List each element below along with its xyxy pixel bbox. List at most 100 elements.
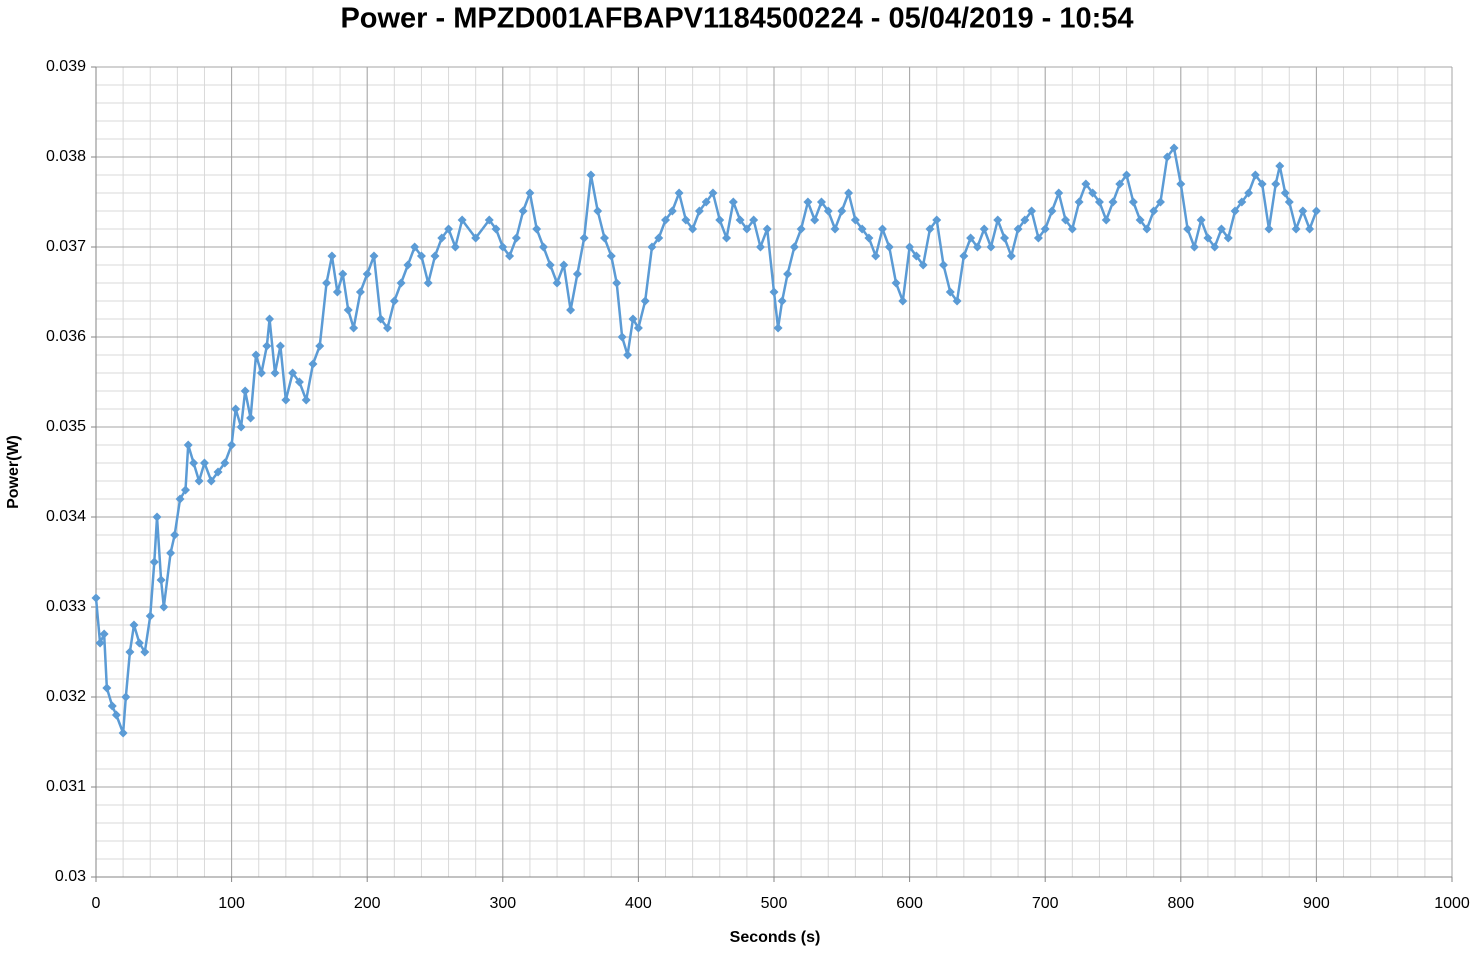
data-point bbox=[156, 575, 166, 585]
data-point bbox=[688, 224, 698, 234]
y-tick-label: 0.032 bbox=[46, 688, 86, 705]
x-tick-label: 800 bbox=[1167, 895, 1194, 912]
data-point bbox=[681, 215, 691, 225]
data-point bbox=[925, 224, 935, 234]
data-point bbox=[1210, 242, 1220, 252]
data-point bbox=[332, 287, 342, 297]
data-point bbox=[1264, 224, 1274, 234]
data-point bbox=[1196, 215, 1206, 225]
data-point bbox=[281, 395, 291, 405]
data-point bbox=[457, 215, 467, 225]
data-point bbox=[1162, 152, 1172, 162]
data-point bbox=[617, 332, 627, 342]
data-point bbox=[708, 188, 718, 198]
data-point bbox=[145, 611, 155, 621]
y-tick-label: 0.038 bbox=[46, 148, 86, 165]
data-point bbox=[403, 260, 413, 270]
data-point bbox=[322, 278, 332, 288]
data-point bbox=[728, 197, 738, 207]
data-point bbox=[552, 278, 562, 288]
data-point bbox=[125, 647, 135, 657]
data-point bbox=[1122, 170, 1132, 180]
data-point bbox=[1101, 215, 1111, 225]
data-point bbox=[511, 233, 521, 243]
data-point bbox=[349, 323, 359, 333]
x-tick-label: 200 bbox=[354, 895, 381, 912]
data-point bbox=[612, 278, 622, 288]
data-point bbox=[1284, 197, 1294, 207]
data-point bbox=[484, 215, 494, 225]
data-point bbox=[857, 224, 867, 234]
data-point bbox=[121, 692, 131, 702]
x-tick-label: 300 bbox=[489, 895, 516, 912]
data-point bbox=[1155, 197, 1165, 207]
data-point bbox=[251, 350, 261, 360]
data-point bbox=[1054, 188, 1064, 198]
data-point bbox=[939, 260, 948, 270]
data-point bbox=[518, 206, 528, 216]
data-point bbox=[647, 242, 657, 252]
data-point bbox=[505, 251, 515, 261]
data-point bbox=[742, 224, 752, 234]
data-point bbox=[1033, 233, 1043, 243]
data-point bbox=[118, 728, 128, 738]
data-point bbox=[1244, 188, 1254, 198]
data-point bbox=[376, 314, 386, 324]
data-point bbox=[566, 305, 576, 315]
data-point bbox=[220, 458, 230, 468]
data-point bbox=[572, 269, 582, 279]
data-point bbox=[586, 170, 596, 180]
x-tick-label: 500 bbox=[761, 895, 788, 912]
data-point bbox=[149, 557, 159, 567]
data-point bbox=[450, 242, 460, 252]
data-point bbox=[1047, 206, 1057, 216]
data-point bbox=[240, 386, 250, 396]
data-point bbox=[189, 458, 199, 468]
x-tick-label: 100 bbox=[218, 895, 245, 912]
data-point bbox=[823, 206, 833, 216]
data-point bbox=[837, 206, 847, 216]
data-point bbox=[593, 206, 603, 216]
data-point bbox=[227, 440, 237, 450]
data-point bbox=[1257, 179, 1267, 189]
data-point bbox=[175, 494, 185, 504]
data-point bbox=[1169, 143, 1179, 153]
data-point bbox=[884, 242, 894, 252]
data-point bbox=[993, 215, 1003, 225]
y-tick-label: 0.034 bbox=[46, 508, 86, 525]
data-point bbox=[722, 233, 732, 243]
data-point bbox=[532, 224, 542, 234]
data-point bbox=[803, 197, 813, 207]
data-point bbox=[606, 251, 616, 261]
data-point bbox=[701, 197, 711, 207]
data-point bbox=[628, 314, 638, 324]
data-point bbox=[416, 251, 426, 261]
data-point bbox=[270, 368, 280, 378]
data-point bbox=[877, 224, 887, 234]
data-point bbox=[525, 188, 535, 198]
data-point bbox=[275, 341, 285, 351]
data-point bbox=[1223, 233, 1233, 243]
data-point bbox=[972, 242, 982, 252]
data-point bbox=[231, 404, 241, 414]
y-tick-label: 0.037 bbox=[46, 238, 86, 255]
y-tick-label: 0.033 bbox=[46, 598, 86, 615]
data-point bbox=[236, 422, 246, 432]
data-point bbox=[918, 260, 928, 270]
data-point bbox=[986, 242, 996, 252]
data-point bbox=[1006, 251, 1016, 261]
data-point bbox=[898, 296, 908, 306]
data-point bbox=[140, 647, 150, 657]
data-point bbox=[183, 440, 193, 450]
data-point bbox=[102, 683, 112, 693]
data-point bbox=[600, 233, 609, 243]
data-point bbox=[491, 224, 501, 234]
x-tick-label: 0 bbox=[92, 895, 101, 912]
data-point bbox=[1230, 206, 1240, 216]
data-point bbox=[256, 368, 266, 378]
x-tick-label: 1000 bbox=[1434, 895, 1470, 912]
data-point bbox=[166, 548, 176, 558]
data-point bbox=[1135, 215, 1145, 225]
data-point bbox=[769, 287, 779, 297]
